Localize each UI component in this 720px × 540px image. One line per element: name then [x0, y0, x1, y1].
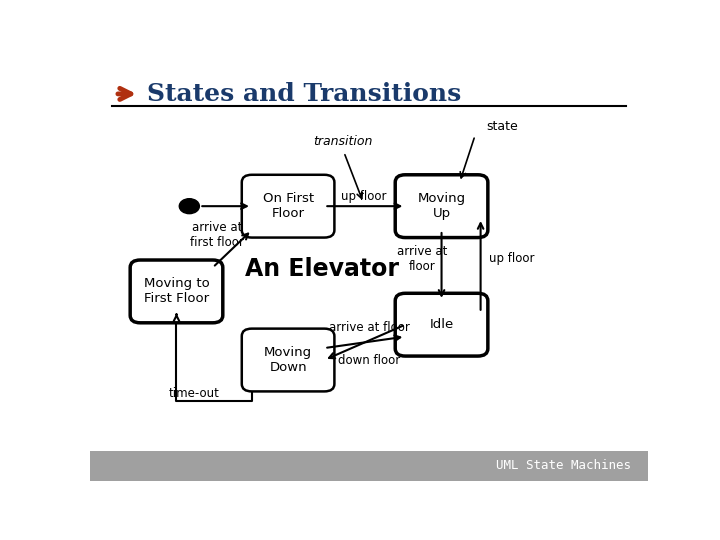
Text: States and Transitions: States and Transitions — [148, 82, 462, 106]
Text: Moving
Up: Moving Up — [418, 192, 466, 220]
Text: down floor: down floor — [338, 354, 400, 367]
FancyBboxPatch shape — [130, 260, 222, 323]
Text: up floor: up floor — [489, 252, 534, 265]
FancyBboxPatch shape — [395, 175, 488, 238]
Text: time-out: time-out — [169, 387, 220, 400]
Text: UML State Machines: UML State Machines — [496, 459, 631, 472]
FancyBboxPatch shape — [90, 451, 648, 481]
Text: state: state — [486, 120, 518, 133]
Text: arrive at
floor: arrive at floor — [397, 245, 447, 273]
Text: Idle: Idle — [429, 318, 454, 331]
Text: transition: transition — [313, 135, 372, 148]
FancyBboxPatch shape — [242, 329, 334, 392]
FancyBboxPatch shape — [395, 293, 488, 356]
FancyBboxPatch shape — [242, 175, 334, 238]
Text: arrive at floor: arrive at floor — [328, 321, 410, 334]
Circle shape — [179, 199, 199, 214]
Text: up floor: up floor — [341, 190, 386, 203]
Text: arrive at
first floor: arrive at first floor — [190, 221, 244, 249]
Text: On First
Floor: On First Floor — [263, 192, 314, 220]
Text: An Elevator: An Elevator — [245, 256, 399, 281]
Text: Moving
Down: Moving Down — [264, 346, 312, 374]
Text: Moving to
First Floor: Moving to First Floor — [143, 278, 210, 306]
